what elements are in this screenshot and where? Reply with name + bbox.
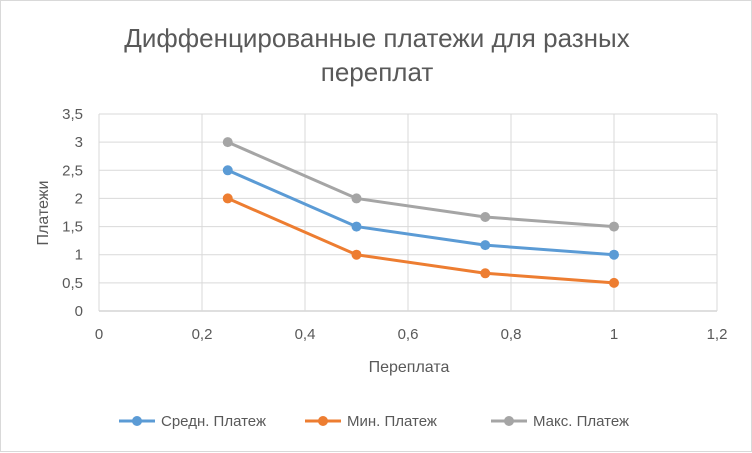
legend-marker [132, 416, 142, 426]
legend-label: Средн. Платеж [161, 413, 266, 430]
x-tick-label: 0,4 [295, 326, 316, 343]
x-tick-label: 0,8 [501, 326, 522, 343]
data-point [480, 268, 491, 279]
data-point [609, 249, 619, 260]
y-tick-label: 1 [75, 247, 83, 264]
y-tick-label: 3 [75, 134, 83, 151]
data-point [351, 221, 362, 232]
data-point [222, 137, 233, 148]
series-1 [222, 165, 619, 260]
data-point [609, 221, 619, 232]
y-tick-label: 3,5 [62, 106, 83, 123]
data-point [222, 165, 233, 176]
y-tick-label: 1,5 [62, 219, 83, 236]
x-tick-label: 0,2 [192, 326, 213, 343]
data-point [609, 277, 619, 288]
y-tick-label: 2,5 [62, 162, 83, 179]
x-tick-label: 0,6 [398, 326, 419, 343]
legend-label: Мин. Платеж [347, 413, 437, 430]
y-axis-title: Платежи [35, 181, 52, 246]
legend-item: Макс. Платеж [491, 413, 629, 430]
y-axis-ticks: 0 0,5 1 1,5 2 2,5 3 3,5 [62, 106, 83, 320]
legend-marker [504, 416, 514, 426]
legend-item: Мин. Платеж [305, 413, 437, 430]
x-axis-ticks: 0 0,2 0,4 0,6 0,8 1 1,2 [95, 326, 728, 343]
legend-marker [318, 416, 328, 426]
series-2 [222, 193, 619, 288]
series-3 [222, 137, 619, 232]
series [222, 137, 619, 288]
x-axis-title: Переплата [369, 359, 450, 376]
x-tick-label: 1,2 [707, 326, 728, 343]
series-line [226, 168, 616, 257]
y-tick-label: 0,5 [62, 275, 83, 292]
series-line [226, 196, 616, 285]
x-tick-label: 0 [95, 326, 103, 343]
data-point [480, 212, 491, 223]
legend-item: Средн. Платеж [119, 413, 266, 430]
data-point [222, 193, 233, 204]
x-tick-label: 1 [610, 326, 618, 343]
chart-title-line-1: Диффенцированные платежи для разных [124, 23, 629, 53]
grid [98, 113, 718, 312]
chart-title-line-2: переплат [321, 57, 434, 87]
legend-label: Макс. Платеж [533, 413, 629, 430]
y-tick-label: 0 [75, 303, 83, 320]
legend: Средн. Платеж Мин. Платеж Макс. Платеж [119, 413, 629, 430]
y-tick-label: 2 [75, 190, 83, 207]
data-point [351, 249, 362, 260]
data-point [351, 193, 362, 204]
data-point [480, 240, 491, 251]
series-line [226, 140, 616, 229]
